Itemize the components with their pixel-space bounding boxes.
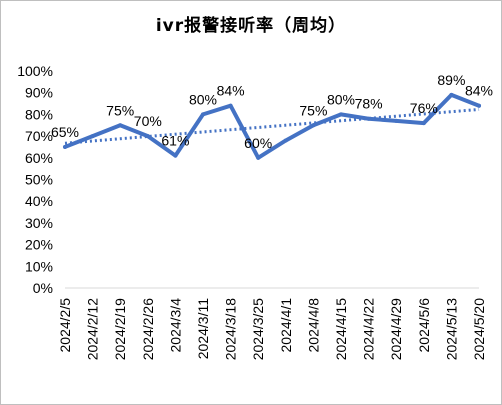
data-point <box>311 123 316 128</box>
y-tick-label: 20% <box>25 237 53 253</box>
x-tick-label: 2024/5/6 <box>416 298 432 353</box>
x-tick-label: 2024/4/8 <box>305 298 321 353</box>
data-label: 75% <box>106 102 134 118</box>
data-point <box>228 103 233 108</box>
data-point <box>118 123 123 128</box>
x-tick-label: 2024/4/15 <box>333 298 349 360</box>
data-point <box>394 118 399 123</box>
data-label: 84% <box>217 83 245 99</box>
x-tick-label: 2024/2/19 <box>112 298 128 360</box>
y-tick-label: 70% <box>25 128 53 144</box>
data-point <box>201 112 205 117</box>
data-point <box>449 92 454 97</box>
y-tick-label: 100% <box>17 63 53 79</box>
x-tick-label: 2024/5/20 <box>471 298 487 360</box>
y-tick-label: 90% <box>25 85 53 101</box>
y-tick-label: 40% <box>25 193 53 209</box>
data-label: 60% <box>244 135 272 151</box>
data-point <box>63 144 67 149</box>
data-point <box>256 155 261 160</box>
x-tick-label: 2024/4/29 <box>388 298 404 360</box>
data-point <box>145 134 150 139</box>
chart-title: ivr报警接听率（周均） <box>155 16 347 36</box>
x-tick-label: 2024/3/11 <box>195 298 211 359</box>
data-label: 89% <box>437 72 465 88</box>
data-label: 84% <box>465 83 493 99</box>
data-label: 70% <box>134 113 162 129</box>
data-point <box>421 121 426 126</box>
y-tick-label: 60% <box>25 150 53 166</box>
y-tick-label: 30% <box>25 215 53 231</box>
data-label: 80% <box>327 91 355 107</box>
data-label: 80% <box>189 91 217 107</box>
y-tick-label: 10% <box>25 258 53 274</box>
data-point <box>366 116 371 121</box>
y-tick-label: 50% <box>25 172 53 188</box>
x-tick-label: 2024/4/22 <box>361 298 377 360</box>
data-point <box>477 103 481 108</box>
trendline <box>64 107 480 145</box>
y-tick-label: 0% <box>33 280 53 296</box>
x-tick-label: 2024/5/13 <box>443 298 459 360</box>
data-label: 75% <box>299 102 327 118</box>
x-tick-label: 2024/3/25 <box>250 298 266 360</box>
x-tick-label: 2024/3/18 <box>223 298 239 360</box>
data-point <box>339 112 343 117</box>
data-point <box>90 134 95 139</box>
data-label: 61% <box>161 133 189 149</box>
x-tick-label: 2024/2/5 <box>57 298 73 353</box>
x-tick-label: 2024/2/12 <box>85 298 101 360</box>
series-line <box>63 92 481 160</box>
data-label: 78% <box>355 96 383 112</box>
y-tick-label: 80% <box>25 106 53 122</box>
x-tick-label: 2024/3/4 <box>167 298 183 353</box>
data-point <box>173 153 178 158</box>
x-tick-label: 2024/2/26 <box>140 298 156 360</box>
x-tick-label: 2024/4/1 <box>278 298 294 353</box>
data-label: 76% <box>410 100 438 116</box>
data-label: 65% <box>51 124 79 140</box>
data-point <box>283 138 288 143</box>
